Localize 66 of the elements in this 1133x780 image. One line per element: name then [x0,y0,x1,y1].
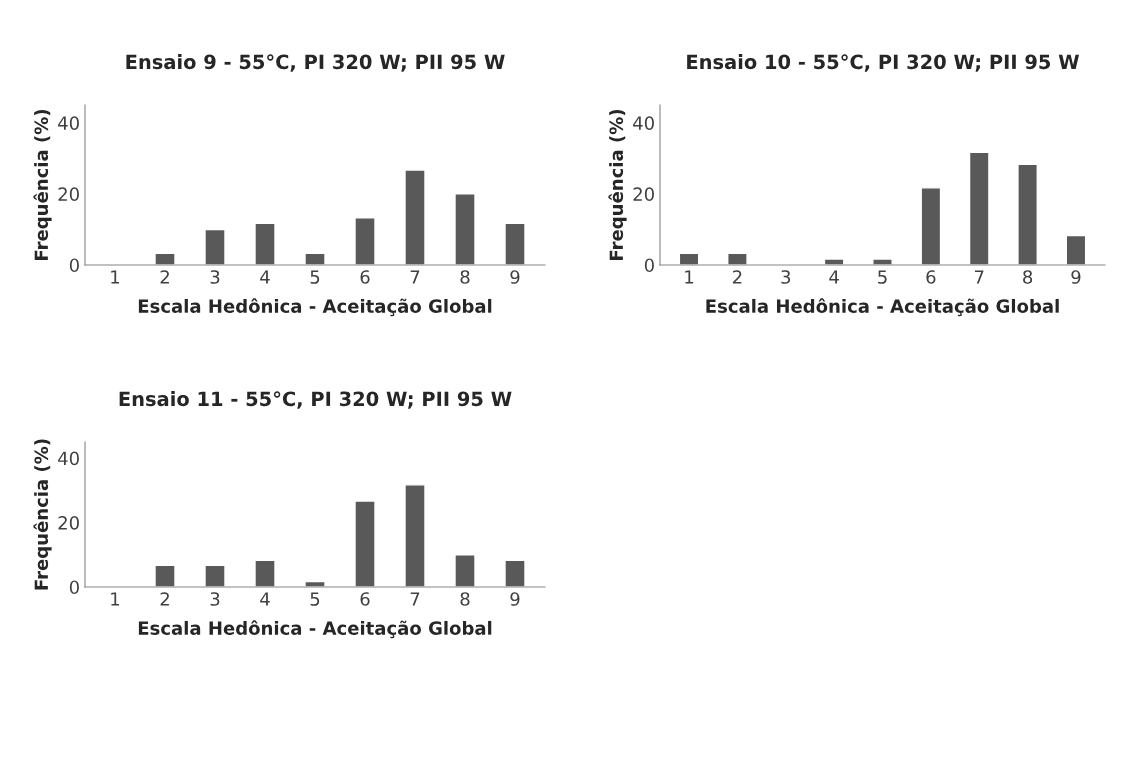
x-tick-label: 5 [310,270,320,284]
x-axis-title: Escala Hedônica - Aceitação Global [706,298,1059,317]
bar [154,564,176,587]
x-tick-label: 1 [685,270,694,284]
bar [204,228,226,265]
bar [154,252,176,265]
bar [404,484,426,587]
chart-title: Ensaio 11 - 55°C, PI 320 W; PII 95 W [119,391,512,409]
bar [872,258,893,265]
bar [204,564,226,587]
x-tick-label: 1 [111,270,120,284]
bar [254,559,276,587]
bar [727,252,748,265]
x-tick-label: 6 [360,270,370,284]
bar [504,559,526,587]
bar [454,554,476,587]
x-tick-label: 8 [460,270,470,284]
y-tick-label: 0 [644,258,654,273]
y-tick-label: 40 [633,116,654,130]
bar [304,252,326,265]
y-tick-label: 20 [58,516,79,530]
x-tick-label: 5 [878,270,887,284]
chart-title: Ensaio 9 - 55°C, PI 320 W; PII 95 W [126,54,505,72]
x-tick-label: 8 [1023,270,1033,284]
y-tick-label: 40 [58,451,79,466]
x-tick-label: 8 [460,592,470,606]
bar [454,193,476,265]
x-tick-label: 2 [160,270,169,284]
x-tick-label: 5 [310,592,320,606]
y-tick-label: 20 [58,187,79,202]
x-tick-label: 4 [829,270,839,284]
bar [504,222,526,265]
bar [968,151,990,265]
x-tick-label: 7 [974,270,984,284]
bar [404,169,426,265]
y-axis-title: Frequência (%) [608,109,627,260]
x-tick-label: 9 [510,592,520,606]
y-axis-title: Frequência (%) [33,109,52,260]
x-tick-label: 3 [210,270,220,284]
y-axis-title: Frequência (%) [33,439,52,590]
x-tick-label: 7 [410,270,420,284]
x-tick-label: 4 [260,592,270,606]
bar [354,217,376,265]
chart-title: Ensaio 10 - 55°C, PI 320 W; PII 95 W [687,54,1080,72]
x-axis-title: Escala Hedônica - Aceitação Global [138,620,492,639]
x-tick-label: 1 [111,592,120,606]
x-tick-label: 4 [260,270,270,284]
x-tick-label: 2 [160,592,169,606]
bar [354,500,376,587]
x-tick-label: 7 [410,592,420,606]
y-tick-label: 0 [69,258,79,273]
x-tick-label: 2 [732,270,742,284]
y-tick-label: 20 [633,187,654,202]
x-tick-label: 6 [360,592,370,606]
bar [920,187,942,265]
bar [1017,163,1038,265]
x-tick-label: 9 [1071,270,1081,284]
x-tick-label: 3 [781,270,791,284]
y-tick-label: 0 [69,580,79,595]
x-axis-title: Escala Hedônica - Aceitação Global [138,298,492,317]
x-tick-label: 6 [926,270,936,284]
bar [254,222,276,265]
x-tick-label: 9 [510,270,520,284]
x-tick-label: 3 [210,592,220,606]
y-tick-label: 40 [58,116,79,130]
bar [1065,234,1087,265]
